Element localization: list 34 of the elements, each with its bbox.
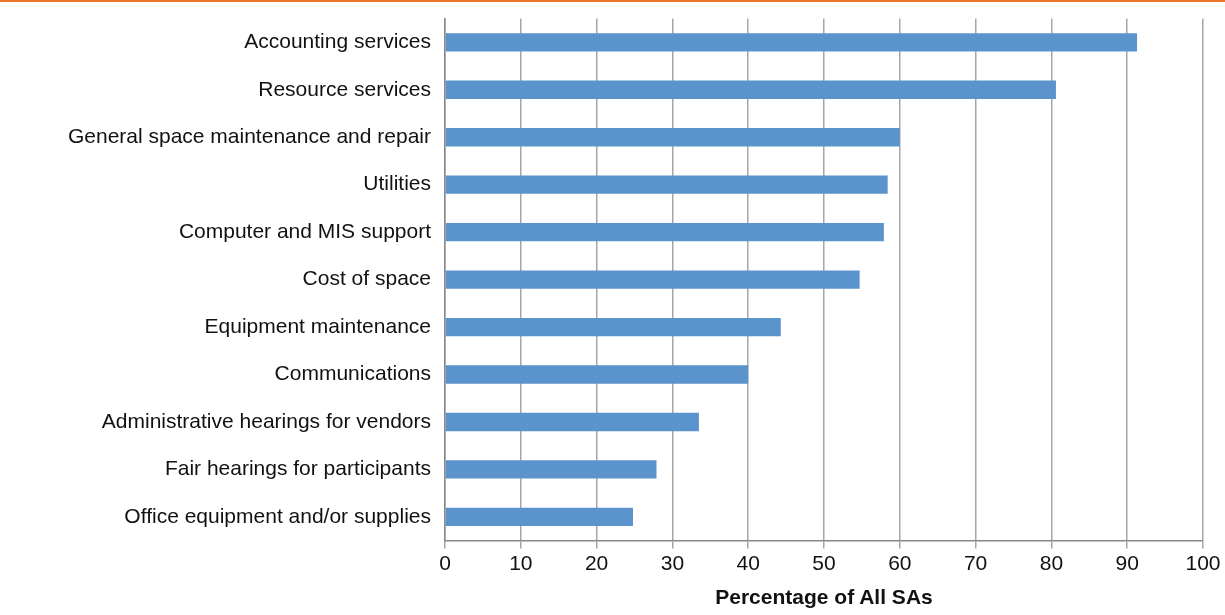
y-tick-label: Resource services (258, 76, 431, 100)
y-tick-label: Cost of space (302, 266, 431, 290)
bar (445, 317, 781, 337)
y-tick-label: Communications (274, 361, 431, 385)
x-axis-title: Percentage of All SAs (715, 585, 933, 609)
bar (445, 270, 860, 289)
y-tick-label: Administrative hearings for vendors (101, 408, 431, 432)
x-tick-label: 20 (584, 551, 609, 574)
bar (445, 222, 884, 242)
bar (445, 460, 657, 479)
bar (445, 33, 1138, 52)
y-tick-label: Office equipment and/or supplies (124, 503, 431, 527)
x-tick-label: 0 (439, 551, 451, 574)
bar (445, 128, 900, 147)
bar (445, 80, 1056, 99)
bar (445, 507, 633, 527)
bar (445, 412, 699, 432)
bar (445, 175, 888, 194)
y-tick-label: Equipment maintenance (204, 313, 431, 337)
x-tick-label: 10 (509, 551, 533, 574)
x-tick-label: 40 (736, 551, 760, 574)
x-tick-label: 80 (1039, 551, 1064, 574)
x-tick-label: 90 (1115, 551, 1139, 574)
y-tick-label: Fair hearings for participants (164, 456, 431, 480)
y-tick-label: General space maintenance and repair (67, 124, 431, 148)
x-tick-label: 60 (888, 551, 912, 574)
bar (445, 365, 749, 384)
x-tick-label: 100 (1185, 551, 1221, 574)
y-tick-label: Utilities (363, 171, 431, 195)
x-tick-label: 30 (660, 551, 685, 574)
y-tick-label: Accounting services (244, 29, 431, 53)
x-tick-label: 50 (812, 551, 836, 574)
y-tick-label: Computer and MIS support (178, 218, 432, 242)
x-tick-label: 70 (963, 551, 988, 574)
